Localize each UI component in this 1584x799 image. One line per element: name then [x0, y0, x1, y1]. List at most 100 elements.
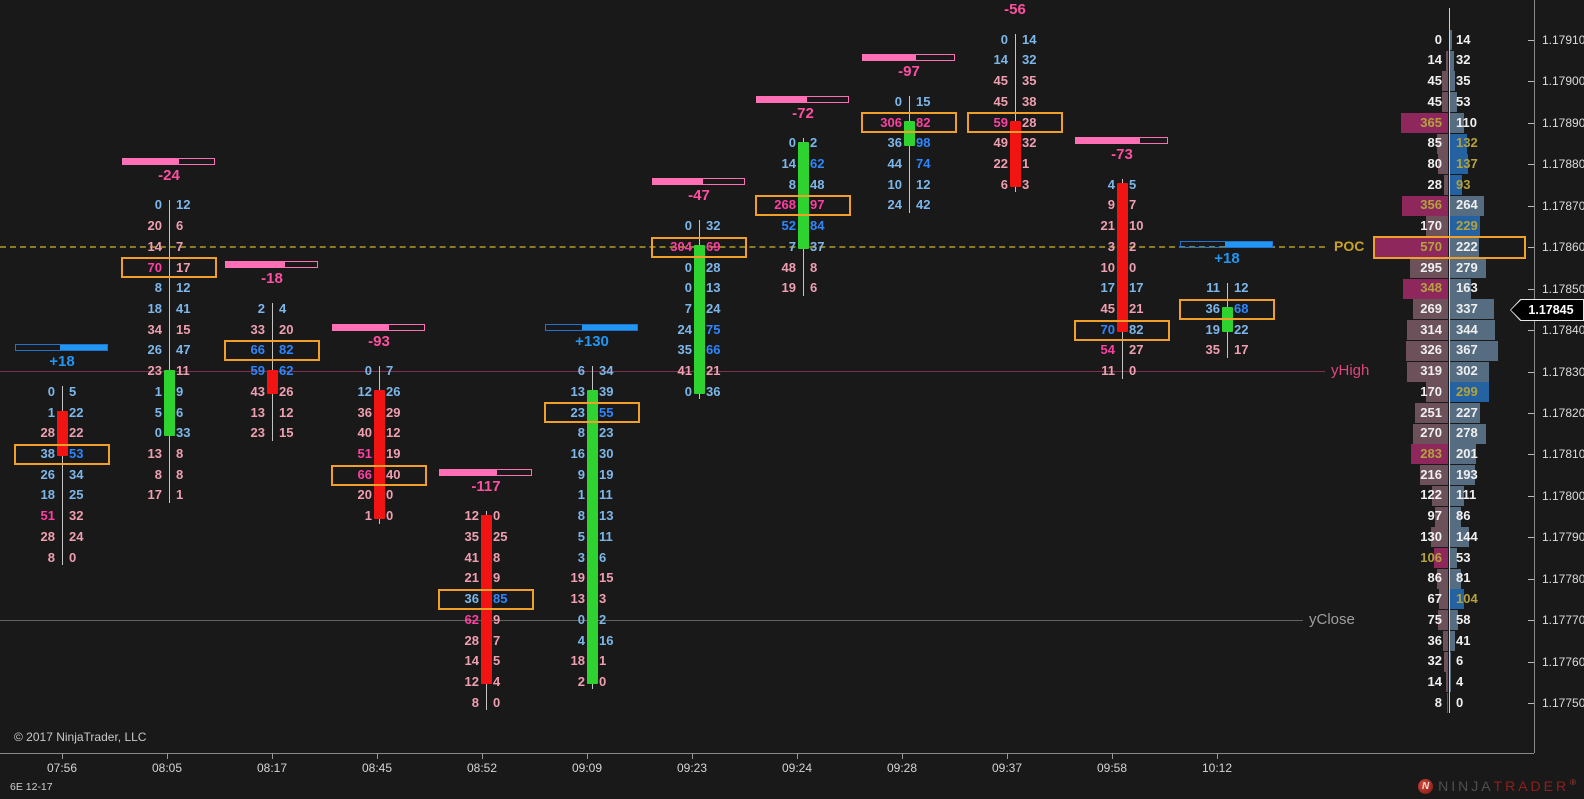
- ask-cell: 2: [1129, 238, 1137, 254]
- bid-cell: 0: [154, 425, 162, 441]
- profile-ask-bar: [1450, 485, 1465, 506]
- bid-cell: 1: [364, 508, 372, 524]
- column-poc-box: [755, 195, 851, 217]
- profile-ask-bar: [1450, 216, 1480, 237]
- ask-cell: 40: [386, 466, 401, 482]
- ask-cell: 26: [386, 383, 401, 399]
- delta-label: -47: [688, 187, 710, 205]
- delta-bar-fill: [333, 324, 390, 330]
- profile-ask-bar: [1450, 278, 1472, 299]
- profile-ask-value: 6: [1456, 653, 1464, 669]
- profile-ask-value: 81: [1456, 570, 1471, 586]
- bid-cell: 0: [684, 383, 692, 399]
- profile-bid-bar: [1407, 320, 1448, 341]
- ask-cell: 82: [916, 114, 931, 130]
- candle-wick: [61, 386, 63, 565]
- price-axis-label: 1.17880: [1542, 157, 1584, 172]
- bid-cell: 44: [887, 155, 902, 171]
- time-axis-label: 09:24: [781, 761, 813, 775]
- profile-bid-value: 251: [1420, 404, 1442, 420]
- profile-bid-bar: [1435, 506, 1448, 527]
- ask-cell: 9: [493, 570, 501, 586]
- bid-cell: 0: [788, 135, 796, 151]
- delta-bar-fill: [123, 158, 180, 164]
- ask-cell: 22: [69, 404, 84, 420]
- delta-bar-fill: [582, 324, 637, 330]
- bid-cell: 36: [1205, 301, 1220, 316]
- profile-bid-bar: [1446, 672, 1448, 693]
- bid-cell: 45: [993, 73, 1008, 89]
- bid-cell: 8: [154, 280, 162, 296]
- profile-bid-bar: [1434, 548, 1448, 568]
- bid-cell: 20: [147, 218, 162, 234]
- profile-bid-bar: [1402, 278, 1448, 299]
- time-axis-tick: [1217, 753, 1218, 759]
- ninjatrader-logo-icon: N: [1418, 778, 1434, 794]
- profile-bid-value: 348: [1420, 280, 1442, 296]
- profile-ask-bar: [1450, 651, 1451, 672]
- profile-ask-bar: [1450, 444, 1477, 465]
- column-poc-box: [14, 443, 110, 465]
- price-axis-tick: [1528, 247, 1534, 249]
- poc-label: POC: [1334, 238, 1365, 254]
- bid-cell: 306: [880, 114, 902, 130]
- delta-bar: [439, 468, 532, 476]
- profile-bid-value: 314: [1420, 321, 1442, 337]
- profile-ask-value: 229: [1456, 218, 1478, 234]
- bid-cell: 11: [1206, 280, 1220, 296]
- bid-cell: 3: [1107, 238, 1115, 254]
- time-axis-separator: [0, 753, 1534, 754]
- profile-bid-bar: [1436, 568, 1448, 589]
- time-axis-tick: [587, 753, 588, 759]
- profile-bid-bar: [1406, 361, 1448, 382]
- yclose-label: yClose: [1309, 611, 1355, 628]
- ask-cell: 10: [1129, 218, 1144, 234]
- bid-cell: 8: [788, 176, 796, 192]
- profile-bid-value: 319: [1420, 363, 1442, 379]
- ask-cell: 84: [810, 218, 825, 234]
- profile-ask-bar: [1450, 423, 1487, 444]
- delta-bar-fill: [863, 55, 916, 61]
- ask-cell: 13: [706, 280, 721, 296]
- profile-bid-bar: [1409, 257, 1448, 278]
- bid-cell: 23: [570, 404, 585, 420]
- bid-cell: 1: [154, 383, 162, 399]
- ask-cell: 85: [493, 591, 508, 607]
- bid-cell: 3: [577, 549, 585, 565]
- logo-registered-mark: ®: [1570, 777, 1576, 787]
- ask-cell: 32: [1022, 52, 1037, 68]
- time-axis-label: 08:52: [466, 761, 498, 775]
- profile-ask-bar: [1450, 92, 1457, 113]
- time-axis-tick: [167, 753, 168, 759]
- profile-ask-bar: [1450, 112, 1465, 133]
- profile-bid-value: 356: [1420, 197, 1442, 213]
- profile-bid-value: 8: [1434, 694, 1442, 710]
- bid-cell: 28: [464, 632, 479, 648]
- ask-cell: 15: [916, 93, 931, 109]
- ask-cell: 8: [176, 446, 184, 462]
- bid-cell: 45: [1100, 301, 1115, 316]
- ask-cell: 75: [706, 321, 721, 337]
- ask-cell: 7: [493, 632, 501, 648]
- bid-cell: 8: [577, 508, 585, 524]
- profile-ask-value: 0: [1456, 694, 1464, 710]
- profile-bid-bar: [1443, 651, 1448, 672]
- bid-cell: 54: [1100, 342, 1115, 358]
- profile-ask-value: 35: [1456, 73, 1471, 89]
- profile-ask-bar: [1450, 527, 1469, 548]
- profile-bid-value: 97: [1427, 508, 1442, 524]
- profile-ask-bar: [1450, 402, 1480, 423]
- ask-cell: 5: [1129, 176, 1137, 192]
- bid-cell: 2: [257, 301, 265, 316]
- candle-body: [1009, 120, 1021, 188]
- profile-bid-value: 85: [1427, 135, 1442, 151]
- time-axis-tick: [62, 753, 63, 759]
- bid-cell: 5: [577, 528, 585, 544]
- ask-cell: 42: [916, 197, 931, 213]
- ask-cell: 62: [810, 155, 825, 171]
- profile-ask-value: 299: [1456, 383, 1478, 399]
- delta-bar: [756, 95, 849, 103]
- profile-bid-value: 67: [1427, 591, 1442, 607]
- ask-cell: 0: [386, 508, 394, 524]
